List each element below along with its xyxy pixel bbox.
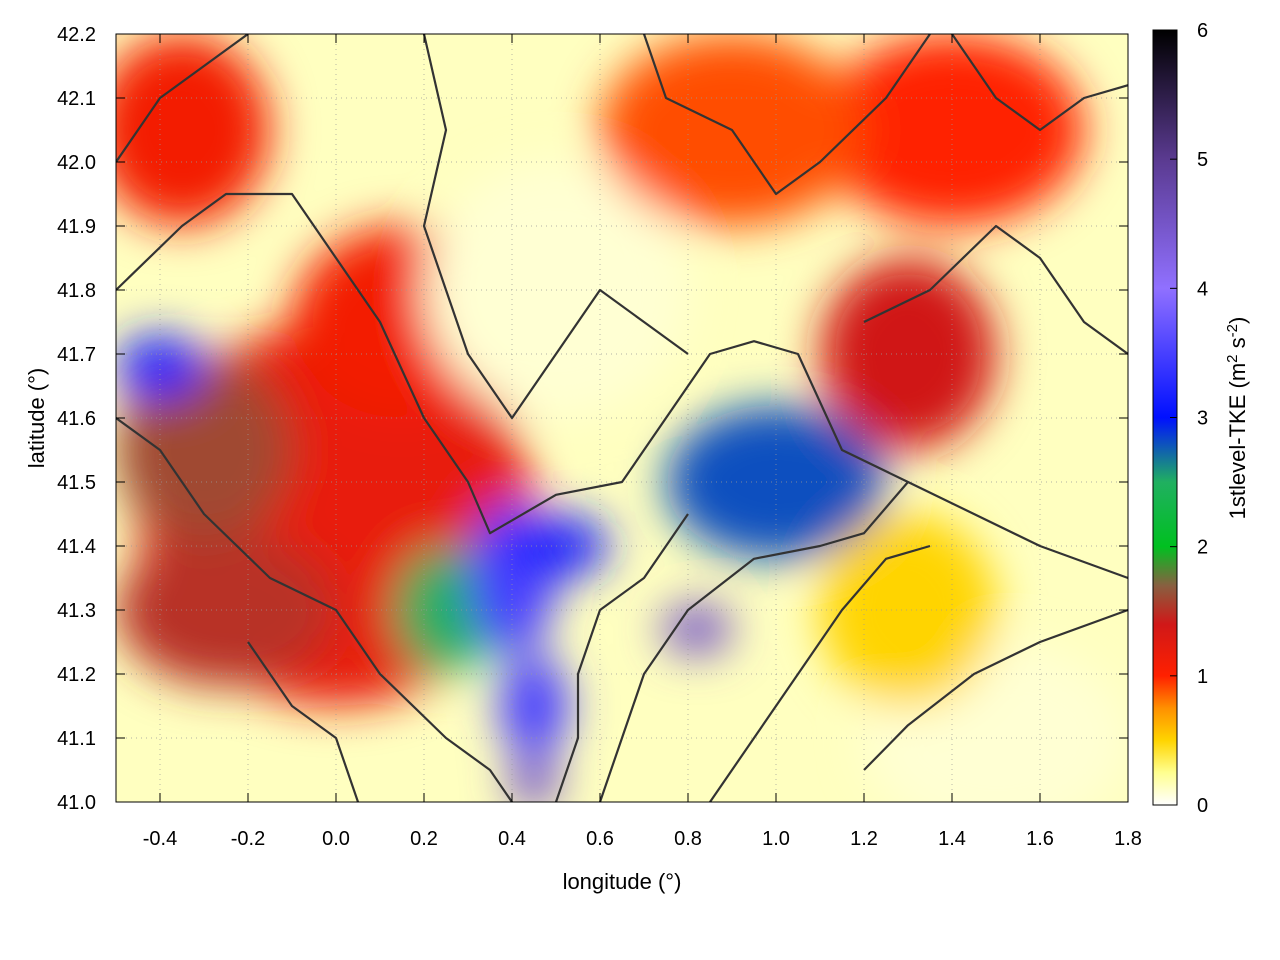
terrain-contour-line bbox=[863, 224, 1128, 355]
terrain-contours bbox=[116, 34, 1128, 802]
y-tick-label: 41.2 bbox=[57, 664, 96, 686]
y-tick-label: 41.6 bbox=[57, 408, 96, 430]
terrain-contour-line bbox=[951, 34, 1128, 132]
colorbar-label: 1stlevel-TKE (m2 s-2) bbox=[1224, 317, 1250, 520]
y-axis-label: latitude (°) bbox=[24, 368, 49, 469]
x-tick-label: -0.4 bbox=[143, 828, 177, 850]
tke-region bbox=[661, 603, 732, 655]
tke-region bbox=[116, 354, 292, 546]
colorbar-tick-label: 2 bbox=[1197, 537, 1208, 559]
terrain-contour-line bbox=[247, 641, 360, 802]
y-tick-label: 42.2 bbox=[57, 24, 96, 46]
colorbar-tick-label: 6 bbox=[1197, 20, 1208, 42]
y-tick-label: 41.7 bbox=[57, 344, 96, 366]
y-axis-ticks: 41.0 41.1 41.2 41.3 41.4 41.5 41.6 41.7 41.8 41.9… bbox=[57, 24, 1128, 814]
x-tick-label: 1.6 bbox=[1026, 828, 1054, 850]
terrain-contour-line bbox=[116, 34, 249, 163]
tke-region bbox=[820, 258, 996, 450]
x-tick-label: 0.8 bbox=[674, 828, 702, 850]
terrain-contour-line bbox=[598, 481, 909, 802]
terrain-contour-line bbox=[709, 544, 931, 802]
colorbar-tick-label: 0 bbox=[1197, 795, 1208, 817]
y-tick-label: 42.1 bbox=[57, 88, 96, 110]
terrain-contour-line bbox=[863, 608, 1128, 771]
y-tick-label: 42.0 bbox=[57, 152, 96, 174]
colorbar-tick-label: 5 bbox=[1197, 149, 1208, 171]
y-tick-label: 41.9 bbox=[57, 216, 96, 238]
x-tick-label: -0.2 bbox=[231, 828, 265, 850]
x-tick-label: 0.6 bbox=[586, 828, 614, 850]
terrain-contour-line bbox=[554, 513, 689, 802]
colorbar-ticks: 0 1 2 3 4 5 6 bbox=[1170, 20, 1208, 817]
tke-region bbox=[498, 654, 570, 758]
x-tick-label: 1.4 bbox=[938, 828, 966, 850]
terrain-contour-line bbox=[642, 34, 931, 196]
tke-region bbox=[820, 514, 996, 706]
y-tick-label: 41.4 bbox=[57, 536, 96, 558]
y-tick-label: 41.8 bbox=[57, 280, 96, 302]
tke-region bbox=[507, 757, 561, 802]
x-tick-label: 0.4 bbox=[498, 828, 526, 850]
tke-field bbox=[116, 34, 1128, 802]
x-axis-ticks: -0.4 -0.2 0.0 0.2 0.4 0.6 0.8 1.0 1.2 1.4 1.6 1.8 bbox=[143, 34, 1142, 850]
y-tick-label: 41.0 bbox=[57, 792, 96, 814]
terrain-contour-line bbox=[116, 192, 1128, 580]
x-tick-label: 1.2 bbox=[850, 828, 878, 850]
colorbar-tick-label: 4 bbox=[1197, 278, 1208, 300]
x-tick-label: 1.8 bbox=[1114, 828, 1142, 850]
colorbar-tick-label: 3 bbox=[1197, 408, 1208, 430]
y-tick-label: 41.1 bbox=[57, 728, 96, 750]
x-tick-label: 0.2 bbox=[410, 828, 438, 850]
grid-lines bbox=[116, 34, 1128, 802]
x-tick-label: 1.0 bbox=[762, 828, 790, 850]
y-tick-label: 41.5 bbox=[57, 472, 96, 494]
x-tick-label: 0.0 bbox=[322, 828, 350, 850]
tke-region bbox=[116, 334, 204, 399]
x-axis-label: longitude (°) bbox=[563, 869, 682, 894]
colorbar-tick-label: 1 bbox=[1197, 666, 1208, 688]
y-tick-label: 41.3 bbox=[57, 600, 96, 622]
terrain-contour-line bbox=[422, 34, 689, 420]
terrain-contour-line bbox=[116, 417, 513, 802]
tke-region bbox=[116, 34, 270, 226]
